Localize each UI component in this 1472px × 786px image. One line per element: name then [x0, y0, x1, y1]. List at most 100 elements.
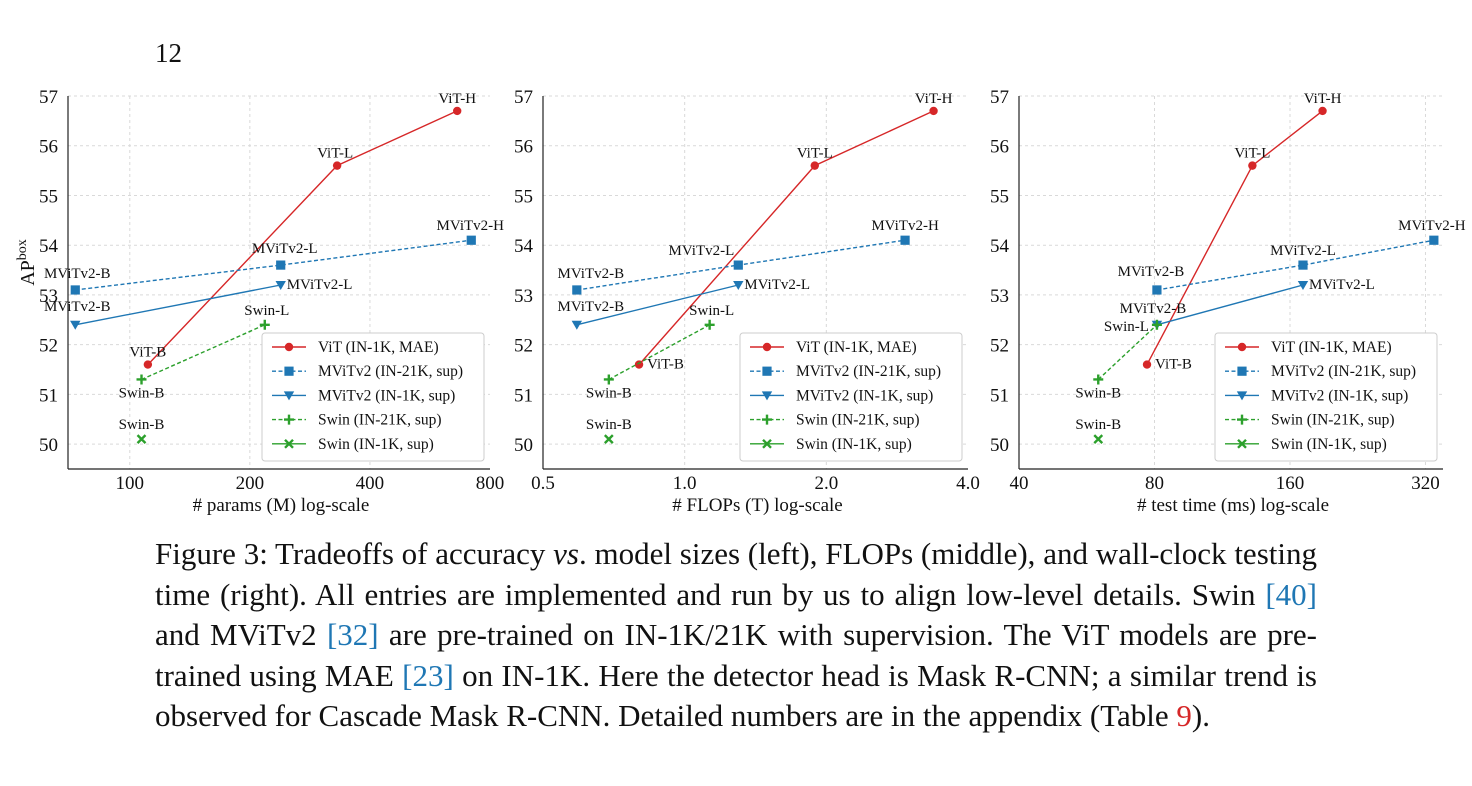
y-tick-label: 53: [990, 286, 1009, 307]
marker-x: [762, 438, 772, 449]
marker-plus: [603, 374, 614, 385]
series-swin-in-1k-sup-: Swin-B: [586, 417, 632, 445]
table-ref-link[interactable]: 9: [1176, 698, 1192, 733]
data-point-label: ViT-L: [797, 146, 833, 162]
data-point-label: MViTv2-B: [1120, 301, 1187, 317]
marker-square: [733, 260, 743, 270]
marker-x: [603, 434, 614, 445]
marker-circle: [929, 106, 938, 116]
figure-caption: Figure 3: Tradeoffs of accuracy vs. mode…: [155, 534, 1317, 737]
marker-circle: [1237, 342, 1247, 352]
legend-box: [261, 332, 485, 462]
marker-square: [1429, 235, 1439, 245]
marker-x: [1093, 434, 1104, 445]
marker-plus: [284, 414, 294, 425]
marker-plus: [1093, 374, 1104, 385]
chart-panel-3: 50 51 52 53 54 55 56 57 40 80 160 320 # test time (m…: [990, 87, 1466, 516]
x-tick-label: 40: [1010, 473, 1029, 494]
data-point-label: ViT-L: [317, 146, 353, 162]
data-point-label: ViT-B: [129, 345, 166, 361]
y-tick-label: 56: [990, 137, 1009, 158]
series-swin-in-1k-sup-: Swin-B: [119, 417, 165, 445]
caption-label: Figure 3:: [155, 536, 268, 571]
marker-plus: [259, 319, 270, 330]
legend-entry: Swin (IN-21K, sup): [1271, 412, 1395, 429]
data-point-label: ViT-L: [1234, 146, 1270, 162]
marker-triangle: [733, 280, 744, 290]
marker-x: [1237, 438, 1247, 449]
series-vit-in-1k-mae-: ViT-B ViT-L ViT-H: [129, 91, 476, 369]
data-point-label: Swin-B: [586, 417, 632, 433]
x-tick-label: 200: [236, 473, 265, 494]
marker-square: [1237, 366, 1247, 376]
series-line: [638, 110, 934, 366]
citation-link-mvitv2[interactable]: [32]: [326, 617, 379, 652]
y-tick-label: 51: [514, 385, 533, 406]
x-tick-label: 80: [1145, 473, 1164, 494]
data-point-label: MViTv2-B: [44, 266, 111, 282]
marker-square: [900, 235, 910, 245]
x-tick-label: 400: [356, 473, 385, 494]
caption-emphasis: vs: [553, 536, 579, 571]
marker-triangle: [1236, 391, 1248, 401]
marker-square: [572, 285, 582, 295]
x-tick-label: 800: [476, 473, 505, 494]
legend-entry: Swin (IN-1K, sup): [1271, 436, 1387, 453]
marker-circle: [810, 161, 819, 170]
citation-link-mae[interactable]: [23]: [402, 657, 454, 693]
marker-triangle: [70, 320, 81, 330]
series-mvitv2-in-21k-sup-: MViTv2-B MViTv2-L MViTv2-H: [44, 218, 504, 295]
data-point-label: Swin-B: [1075, 385, 1121, 401]
data-point-label: ViT-H: [915, 91, 953, 107]
legend-box: [739, 332, 963, 462]
data-point-label: MViTv2-B: [1118, 264, 1185, 280]
legend-entry: MViTv2 (IN-21K, sup): [1271, 363, 1416, 380]
chart-legend: ViT (IN-1K, MAE) MViTv2 (IN-21K, sup) MViT…: [261, 332, 485, 462]
legend-entry: MViTv2 (IN-21K, sup): [318, 363, 463, 380]
chart-legend: ViT (IN-1K, MAE) MViTv2 (IN-21K, sup) MViT…: [739, 332, 963, 462]
y-tick-label: 53: [39, 286, 58, 307]
chart-panel-1: 50 51 52 53 54 55 56 57 100 200 400 800 # params (M)…: [15, 87, 504, 516]
marker-square: [1152, 285, 1162, 295]
page-number: 12: [155, 38, 182, 68]
data-point-label: MViTv2-B: [44, 299, 111, 315]
legend-entry: Swin (IN-1K, sup): [318, 436, 434, 453]
marker-triangle: [283, 391, 295, 401]
caption-text: and MViTv2: [155, 617, 327, 652]
marker-square: [762, 366, 772, 376]
data-point-label: Swin-B: [119, 417, 165, 433]
data-point-label: ViT-B: [647, 357, 684, 373]
marker-square: [1298, 260, 1308, 270]
y-tick-label: 50: [39, 435, 58, 456]
marker-circle: [453, 106, 462, 116]
data-point-label: Swin-B: [586, 385, 632, 401]
legend-entry: MViTv2 (IN-1K, sup): [318, 387, 455, 404]
data-point-label: ViT-H: [1304, 91, 1342, 107]
y-tick-label: 51: [39, 385, 58, 406]
series-line: [576, 284, 739, 326]
marker-plus: [1237, 414, 1247, 425]
citation-link-swin[interactable]: [40]: [1265, 576, 1317, 612]
legend-entry: MViTv2 (IN-21K, sup): [796, 363, 941, 380]
marker-triangle: [275, 280, 286, 290]
data-point-label: Swin-L: [689, 303, 734, 319]
chart-panel-2: 50 51 52 53 54 55 56 57 0.5 1.0 2.0 4.0 # FLOPs (T) …: [514, 87, 980, 516]
y-tick-label: 52: [39, 336, 58, 357]
data-point-label: MViTv2-L: [1309, 277, 1375, 293]
series-mvitv2-in-21k-sup-: MViTv2-B MViTv2-L MViTv2-H: [1118, 218, 1466, 295]
marker-circle: [1318, 106, 1327, 116]
series-mvitv2-in-1k-sup-: MViTv2-B MViTv2-L: [558, 277, 810, 330]
marker-circle: [143, 360, 153, 369]
marker-x: [284, 438, 294, 449]
caption-text: ).: [1191, 698, 1210, 733]
marker-square: [276, 260, 286, 270]
y-tick-label: 57: [39, 87, 58, 108]
marker-square: [284, 366, 294, 376]
marker-circle: [634, 360, 644, 369]
marker-circle: [1248, 161, 1257, 170]
legend-entry: ViT (IN-1K, MAE): [318, 339, 439, 356]
data-point-label: MViTv2-H: [1398, 218, 1466, 234]
y-tick-label: 53: [514, 286, 533, 307]
data-point-label: MViTv2-B: [558, 266, 625, 282]
legend-entry: Swin (IN-21K, sup): [796, 412, 920, 429]
